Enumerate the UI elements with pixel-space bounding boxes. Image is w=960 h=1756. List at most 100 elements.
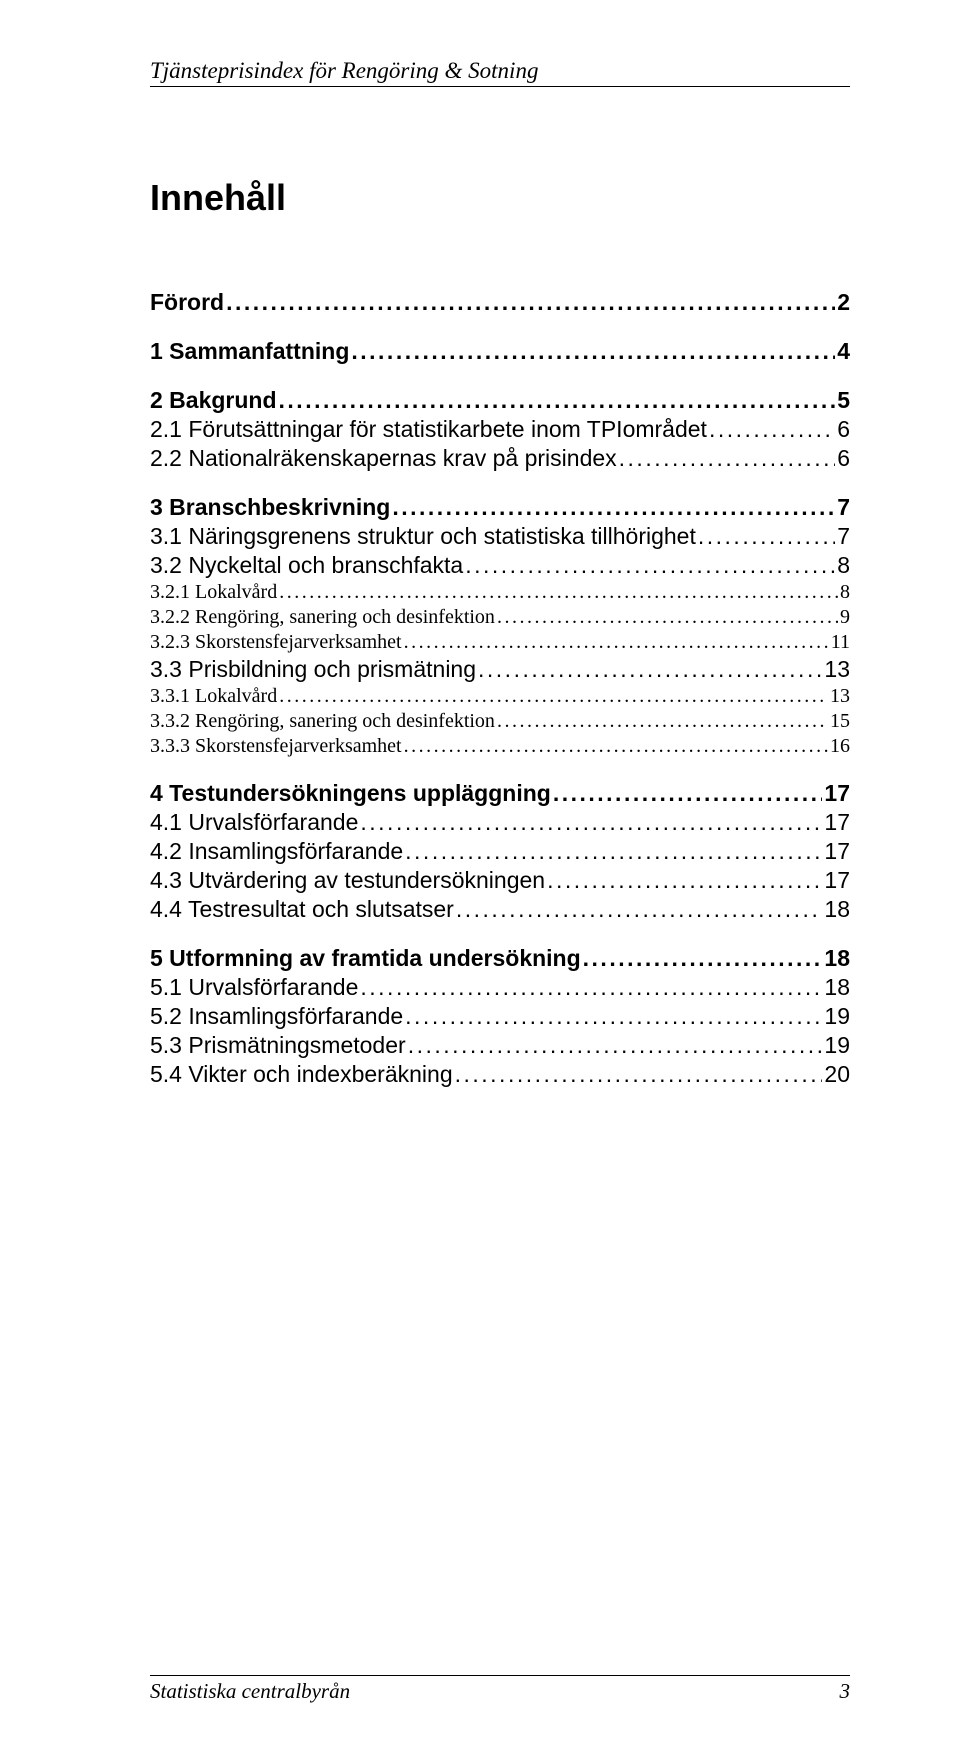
toc-entry: 4.4 Testresultat och slutsatser.........… (150, 896, 850, 923)
toc-entry-label: 3.3.2 Rengöring, sanering och desinfekti… (150, 710, 495, 733)
page-footer: Statistiska centralbyrån 3 (150, 1675, 850, 1704)
toc-entry-page: 8 (837, 552, 850, 579)
toc-entry-label: 3.3 Prisbildning och prismätning (150, 656, 476, 683)
toc-entry-label: Förord (150, 289, 224, 316)
toc-entry-label: 3.2.1 Lokalvård (150, 581, 277, 604)
toc-entry-label: 3.2.3 Skorstensfejarverksamhet (150, 631, 402, 654)
toc-entry-label: 3.3.3 Skorstensfejarverksamhet (150, 735, 402, 758)
toc-entry: 3.3 Prisbildning och prismätning........… (150, 656, 850, 683)
toc-entry: 3.2.1 Lokalvård.........................… (150, 581, 850, 604)
toc-entry: 5.1 Urvalsförfarande....................… (150, 974, 850, 1001)
toc-entry-label: 3.1 Näringsgrenens struktur och statisti… (150, 523, 696, 550)
toc-entry-label: 2 Bakgrund (150, 387, 277, 414)
table-of-contents: Förord..................................… (150, 289, 850, 1088)
toc-leader-dots: ........................................… (497, 606, 838, 629)
toc-entry: 4.3 Utvärdering av testundersökningen...… (150, 867, 850, 894)
toc-entry-label: 5.2 Insamlingsförfarande (150, 1003, 403, 1030)
toc-entry-page: 4 (837, 338, 850, 365)
toc-leader-dots: ........................................… (619, 445, 836, 472)
toc-entry-label: 4.1 Urvalsförfarande (150, 809, 358, 836)
toc-entry: 5.3 Prismätningsmetoder.................… (150, 1032, 850, 1059)
toc-entry-page: 19 (824, 1003, 850, 1030)
toc-entry-page: 17 (824, 809, 850, 836)
toc-leader-dots: ........................................… (392, 494, 835, 521)
toc-entry-page: 2 (837, 289, 850, 316)
toc-entry: 3.3.1 Lokalvård.........................… (150, 685, 850, 708)
toc-leader-dots: ........................................… (478, 656, 822, 683)
toc-entry: 3.1 Näringsgrenens struktur och statisti… (150, 523, 850, 550)
toc-entry-page: 19 (824, 1032, 850, 1059)
toc-entry-page: 18 (824, 896, 850, 923)
toc-entry-page: 13 (824, 656, 850, 683)
toc-entry-label: 1 Sammanfattning (150, 338, 349, 365)
toc-entry-page: 6 (837, 416, 850, 443)
toc-entry-label: 3.2 Nyckeltal och branschfakta (150, 552, 463, 579)
toc-entry: 3.2 Nyckeltal och branschfakta..........… (150, 552, 850, 579)
toc-leader-dots: ........................................… (465, 552, 835, 579)
toc-entry-page: 18 (824, 974, 850, 1001)
toc-entry-label: 3 Branschbeskrivning (150, 494, 390, 521)
footer-page-number: 3 (840, 1679, 851, 1704)
toc-entry-page: 7 (837, 523, 850, 550)
toc-leader-dots: ........................................… (279, 387, 836, 414)
toc-entry-label: 4.2 Insamlingsförfarande (150, 838, 403, 865)
toc-leader-dots: ........................................… (226, 289, 835, 316)
toc-leader-dots: ........................................… (553, 780, 823, 807)
toc-entry-label: 2.1 Förutsättningar för statistikarbete … (150, 416, 707, 443)
toc-entry-page: 11 (831, 631, 850, 654)
toc-entry: 2.1 Förutsättningar för statistikarbete … (150, 416, 850, 443)
toc-entry-label: 2.2 Nationalräkenskapernas krav på prisi… (150, 445, 617, 472)
toc-leader-dots: ........................................… (408, 1032, 823, 1059)
toc-entry-label: 5.1 Urvalsförfarande (150, 974, 358, 1001)
toc-entry-page: 8 (840, 581, 850, 604)
toc-entry: 4 Testundersökningens uppläggning.......… (150, 780, 850, 807)
toc-leader-dots: ........................................… (497, 710, 828, 733)
toc-leader-dots: ........................................… (351, 338, 835, 365)
toc-entry-page: 17 (824, 838, 850, 865)
toc-entry: 4.2 Insamlingsförfarande................… (150, 838, 850, 865)
toc-leader-dots: ........................................… (583, 945, 823, 972)
toc-entry: 3.2.3 Skorstensfejarverksamhet..........… (150, 631, 850, 654)
toc-entry-page: 18 (824, 945, 850, 972)
running-header: Tjänsteprisindex för Rengöring & Sotning (150, 58, 850, 87)
toc-leader-dots: ........................................… (405, 1003, 822, 1030)
toc-entry: 4.1 Urvalsförfarande....................… (150, 809, 850, 836)
toc-entry-label: 5.3 Prismätningsmetoder (150, 1032, 406, 1059)
toc-entry: 3.3.3 Skorstensfejarverksamhet..........… (150, 735, 850, 758)
toc-entry-label: 5.4 Vikter och indexberäkning (150, 1061, 453, 1088)
toc-heading: Innehåll (150, 177, 850, 219)
footer-publisher: Statistiska centralbyrån (150, 1679, 350, 1704)
toc-entry-page: 13 (830, 685, 850, 708)
toc-leader-dots: ........................................… (404, 631, 829, 654)
toc-leader-dots: ........................................… (360, 809, 822, 836)
toc-entry: 5.4 Vikter och indexberäkning...........… (150, 1061, 850, 1088)
toc-entry: 2 Bakgrund..............................… (150, 387, 850, 414)
toc-entry-page: 17 (824, 780, 850, 807)
toc-entry: 3.2.2 Rengöring, sanering och desinfekti… (150, 606, 850, 629)
toc-entry: 2.2 Nationalräkenskapernas krav på prisi… (150, 445, 850, 472)
toc-entry-label: 5 Utformning av framtida undersökning (150, 945, 581, 972)
toc-entry-page: 6 (837, 445, 850, 472)
toc-entry: 5 Utformning av framtida undersökning...… (150, 945, 850, 972)
toc-entry-page: 15 (830, 710, 850, 733)
toc-entry-page: 20 (824, 1061, 850, 1088)
toc-leader-dots: ........................................… (279, 581, 838, 604)
toc-leader-dots: ........................................… (456, 896, 823, 923)
toc-leader-dots: ........................................… (405, 838, 822, 865)
toc-entry-label: 3.3.1 Lokalvård (150, 685, 277, 708)
page-content: Tjänsteprisindex för Rengöring & Sotning… (0, 0, 960, 1140)
toc-leader-dots: ........................................… (547, 867, 822, 894)
toc-leader-dots: ........................................… (698, 523, 835, 550)
toc-entry: 5.2 Insamlingsförfarande................… (150, 1003, 850, 1030)
toc-entry-label: 4 Testundersökningens uppläggning (150, 780, 551, 807)
toc-entry-page: 17 (824, 867, 850, 894)
toc-leader-dots: ........................................… (360, 974, 822, 1001)
toc-leader-dots: ........................................… (279, 685, 828, 708)
toc-entry-label: 4.3 Utvärdering av testundersökningen (150, 867, 545, 894)
toc-entry-page: 5 (837, 387, 850, 414)
toc-leader-dots: ........................................… (455, 1061, 823, 1088)
toc-entry-page: 16 (830, 735, 850, 758)
toc-entry-page: 7 (837, 494, 850, 521)
toc-entry: 3.3.2 Rengöring, sanering och desinfekti… (150, 710, 850, 733)
toc-entry: 3 Branschbeskrivning....................… (150, 494, 850, 521)
